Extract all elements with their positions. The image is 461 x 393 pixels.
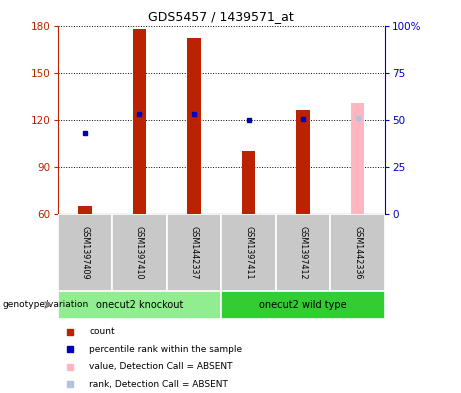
Bar bbox=[58, 214, 112, 291]
Text: GSM1397410: GSM1397410 bbox=[135, 226, 144, 279]
Text: count: count bbox=[89, 327, 115, 336]
Bar bbox=[221, 214, 276, 291]
Bar bbox=[351, 103, 365, 214]
Bar bbox=[276, 214, 331, 291]
Bar bbox=[167, 214, 221, 291]
Bar bbox=[58, 291, 221, 319]
Bar bbox=[242, 151, 255, 214]
Text: GSM1397412: GSM1397412 bbox=[299, 226, 307, 279]
Text: value, Detection Call = ABSENT: value, Detection Call = ABSENT bbox=[89, 362, 233, 371]
Bar bbox=[296, 110, 310, 214]
Bar bbox=[331, 214, 385, 291]
Text: GSM1442337: GSM1442337 bbox=[189, 226, 199, 279]
Text: genotype/variation: genotype/variation bbox=[2, 301, 89, 309]
Bar bbox=[78, 206, 92, 214]
Bar bbox=[187, 38, 201, 214]
Text: percentile rank within the sample: percentile rank within the sample bbox=[89, 345, 242, 354]
Bar bbox=[112, 214, 167, 291]
Text: GSM1442336: GSM1442336 bbox=[353, 226, 362, 279]
Title: GDS5457 / 1439571_at: GDS5457 / 1439571_at bbox=[148, 10, 294, 23]
Text: onecut2 wild type: onecut2 wild type bbox=[259, 300, 347, 310]
Bar bbox=[133, 29, 146, 214]
Text: GSM1397409: GSM1397409 bbox=[80, 226, 89, 279]
Bar bbox=[221, 291, 385, 319]
Text: onecut2 knockout: onecut2 knockout bbox=[96, 300, 183, 310]
Text: rank, Detection Call = ABSENT: rank, Detection Call = ABSENT bbox=[89, 380, 228, 389]
Text: GSM1397411: GSM1397411 bbox=[244, 226, 253, 279]
